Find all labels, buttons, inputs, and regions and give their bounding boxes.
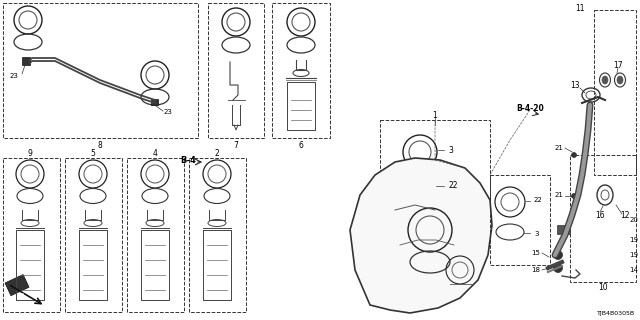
Text: 21: 21 xyxy=(554,192,563,198)
Text: 19: 19 xyxy=(629,252,638,258)
Text: 14: 14 xyxy=(629,267,638,273)
Text: 17: 17 xyxy=(613,60,623,69)
Ellipse shape xyxy=(617,76,623,84)
Text: 16: 16 xyxy=(595,211,605,220)
Text: 19: 19 xyxy=(629,237,638,243)
Bar xyxy=(3,158,60,312)
Bar xyxy=(570,155,636,282)
Text: FR.: FR. xyxy=(17,293,28,299)
Text: 22: 22 xyxy=(448,180,458,189)
Text: 4: 4 xyxy=(152,148,157,157)
Text: 15: 15 xyxy=(531,250,540,256)
Ellipse shape xyxy=(554,251,563,260)
Polygon shape xyxy=(350,158,492,313)
Ellipse shape xyxy=(572,153,577,157)
Text: 10: 10 xyxy=(598,284,608,292)
Text: 22: 22 xyxy=(534,197,543,203)
Bar xyxy=(490,175,550,265)
Text: 3: 3 xyxy=(448,146,453,155)
Text: 9: 9 xyxy=(28,148,33,157)
Text: 21: 21 xyxy=(554,145,563,151)
Bar xyxy=(208,3,264,138)
Text: 13: 13 xyxy=(570,81,580,90)
Ellipse shape xyxy=(602,76,608,84)
Bar xyxy=(272,3,330,138)
Ellipse shape xyxy=(554,263,563,273)
Text: 2: 2 xyxy=(214,148,220,157)
Text: 23: 23 xyxy=(164,109,173,115)
Bar xyxy=(22,57,30,65)
Text: 5: 5 xyxy=(91,148,95,157)
Text: B-4: B-4 xyxy=(180,156,196,164)
Ellipse shape xyxy=(572,194,577,198)
Bar xyxy=(151,99,158,105)
Bar xyxy=(594,10,636,175)
Text: B-4-20: B-4-20 xyxy=(516,103,544,113)
Text: 7: 7 xyxy=(234,140,239,149)
Bar xyxy=(3,3,198,138)
Text: 23: 23 xyxy=(10,73,19,79)
Bar xyxy=(5,275,29,296)
Bar xyxy=(380,120,490,230)
Bar xyxy=(127,158,184,312)
Bar xyxy=(189,158,246,312)
Text: 18: 18 xyxy=(531,267,540,273)
Bar xyxy=(557,225,570,234)
Text: 8: 8 xyxy=(98,140,102,149)
Text: 12: 12 xyxy=(620,211,630,220)
Text: 20: 20 xyxy=(629,217,638,223)
Text: 1: 1 xyxy=(433,110,437,119)
Bar xyxy=(65,158,122,312)
Text: 11: 11 xyxy=(575,4,585,12)
Text: 3: 3 xyxy=(534,231,538,237)
Text: 6: 6 xyxy=(299,140,303,149)
Text: TJB4B0305B: TJB4B0305B xyxy=(597,311,635,316)
